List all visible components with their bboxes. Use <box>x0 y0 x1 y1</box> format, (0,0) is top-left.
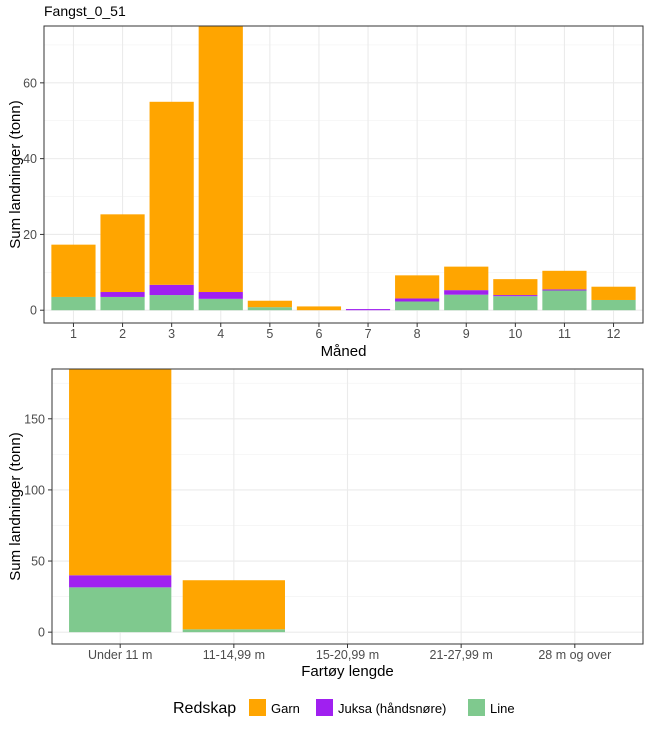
y-axis-title: Sum landninger (tonn) <box>7 432 24 580</box>
bar-line-9 <box>444 294 489 311</box>
x-tick-label: 6 <box>315 327 322 341</box>
bar-garn-5 <box>247 300 292 308</box>
x-tick-label: 21-27,99 m <box>430 648 493 662</box>
bar-juksa-4 <box>198 292 243 299</box>
bar-line-10 <box>493 296 538 311</box>
bar-juksa-3 <box>149 284 194 296</box>
bar-garn-1 <box>51 244 96 297</box>
bar-garn-12 <box>591 286 636 300</box>
y-tick-label: 0 <box>38 626 45 640</box>
legend-key-line <box>468 699 485 716</box>
bar-line-8 <box>395 301 440 311</box>
legend-key-garn <box>249 699 266 716</box>
y-tick-label: 100 <box>24 483 45 497</box>
chart-panel-2: 0 50 100 150 Under 11 m 11-14,99 m 15-20,99 m 2… <box>7 368 644 680</box>
legend-label: Line <box>490 701 515 716</box>
bar-juksa-1 <box>69 575 172 588</box>
bar-garn-2 <box>100 214 145 293</box>
bar-garn-10 <box>493 279 538 296</box>
x-tick-label: 5 <box>266 327 273 341</box>
bar-juksa-10 <box>493 295 538 297</box>
x-tick-label: 2 <box>119 327 126 341</box>
x-axis-title: Måned <box>321 343 367 360</box>
x-tick-label: 7 <box>365 327 372 341</box>
x-axis-title: Fartøy lengde <box>301 663 394 680</box>
y-tick-label: 20 <box>23 228 37 242</box>
bar-garn-3 <box>149 101 194 285</box>
bar-line-1 <box>69 587 172 633</box>
legend-label: Juksa (håndsnøre) <box>338 701 446 716</box>
x-tick-label: Under 11 m <box>88 648 152 662</box>
x-tick-label: 11 <box>558 327 571 341</box>
legend: Redskap Garn Juksa (håndsnøre) Line <box>173 699 515 717</box>
x-tick-label: 28 m og over <box>538 648 611 662</box>
legend-label: Garn <box>271 701 300 716</box>
x-tick-label: 4 <box>217 327 224 341</box>
bar-line-3 <box>149 295 194 311</box>
bar-juksa-2 <box>100 292 145 297</box>
bar-garn-4 <box>198 26 243 293</box>
bar-juksa-9 <box>444 290 489 295</box>
y-axis-title: Sum landninger (tonn) <box>7 100 24 248</box>
legend-title: Redskap <box>173 700 236 717</box>
bar-line-2 <box>100 296 145 311</box>
bar-garn-8 <box>395 275 440 299</box>
bar-garn-11 <box>542 270 587 290</box>
bar-juksa-7 <box>345 309 391 311</box>
bar-juksa-11 <box>542 289 587 291</box>
page-title: Fangst_0_51 <box>44 3 126 19</box>
bar-line-12 <box>591 299 636 311</box>
bar-line-2 <box>182 629 285 633</box>
bar-line-5 <box>247 307 292 311</box>
x-tick-label: 15-20,99 m <box>316 648 379 662</box>
x-tick-label: 10 <box>508 327 522 341</box>
bar-garn-2 <box>182 580 285 630</box>
panel-border <box>43 25 644 324</box>
y-tick-label: 40 <box>23 152 37 166</box>
x-tick-label: 8 <box>414 327 421 341</box>
bar-line-1 <box>51 296 96 311</box>
bar-garn-9 <box>444 266 489 291</box>
y-tick-label: 50 <box>31 555 45 569</box>
bar-line-4 <box>198 298 243 311</box>
x-tick-label: 9 <box>463 327 470 341</box>
bar-garn-6 <box>296 306 342 311</box>
y-tick-label: 150 <box>24 412 45 426</box>
y-tick-label: 60 <box>23 76 37 90</box>
bar-garn-1 <box>69 369 172 576</box>
x-tick-label: 12 <box>607 327 621 341</box>
y-tick-label: 0 <box>30 304 37 318</box>
x-tick-label: 1 <box>70 327 77 341</box>
bar-juksa-8 <box>395 298 440 302</box>
bar-line-11 <box>542 290 587 311</box>
x-tick-label: 11-14,99 m <box>203 648 265 662</box>
x-tick-label: 3 <box>168 327 175 341</box>
legend-key-juksa <box>316 699 333 716</box>
